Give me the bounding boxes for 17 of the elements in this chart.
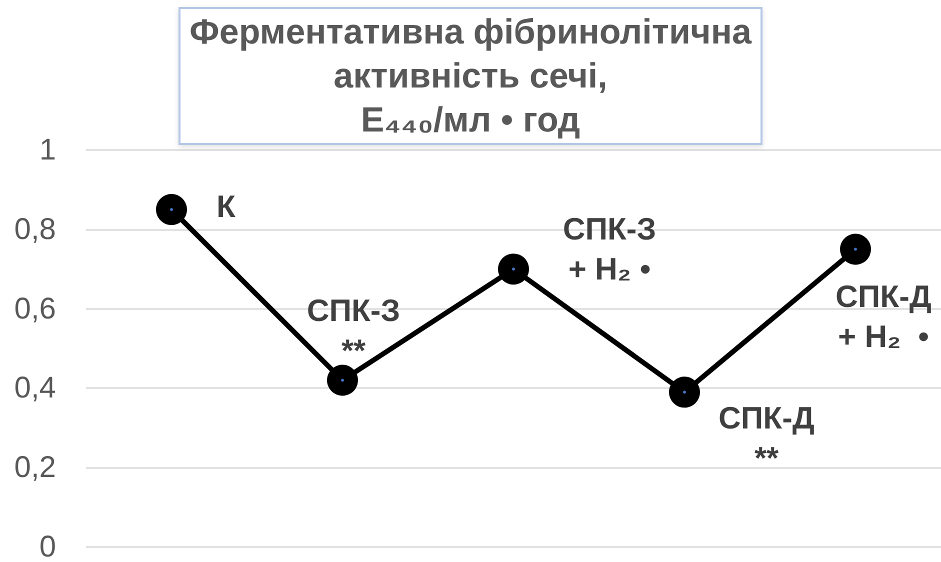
y-tick-label: 1 [39, 134, 56, 166]
point [840, 234, 871, 265]
chart-title: Ферментативна фібринолітична активність сечі, Е₄₄₀/мл • год [190, 12, 752, 140]
annotation: СПК-Д + H₂ • [836, 278, 932, 354]
y-tick-label: 0,8 [14, 212, 56, 246]
y-tick-label: 0 [39, 530, 56, 562]
annotation: К [216, 189, 236, 224]
y-tick-label: 0,6 [14, 292, 56, 326]
point [498, 254, 529, 285]
y-tick-label: 0,2 [14, 451, 56, 484]
y-tick-label: 0,4 [14, 372, 56, 405]
point [327, 364, 358, 396]
point [669, 376, 700, 408]
annotation: СПК-Д ** [718, 400, 814, 476]
annotation: СПК-З ** [306, 292, 400, 368]
annotation: СПК-З + H₂ • [562, 212, 656, 287]
point [156, 194, 187, 226]
